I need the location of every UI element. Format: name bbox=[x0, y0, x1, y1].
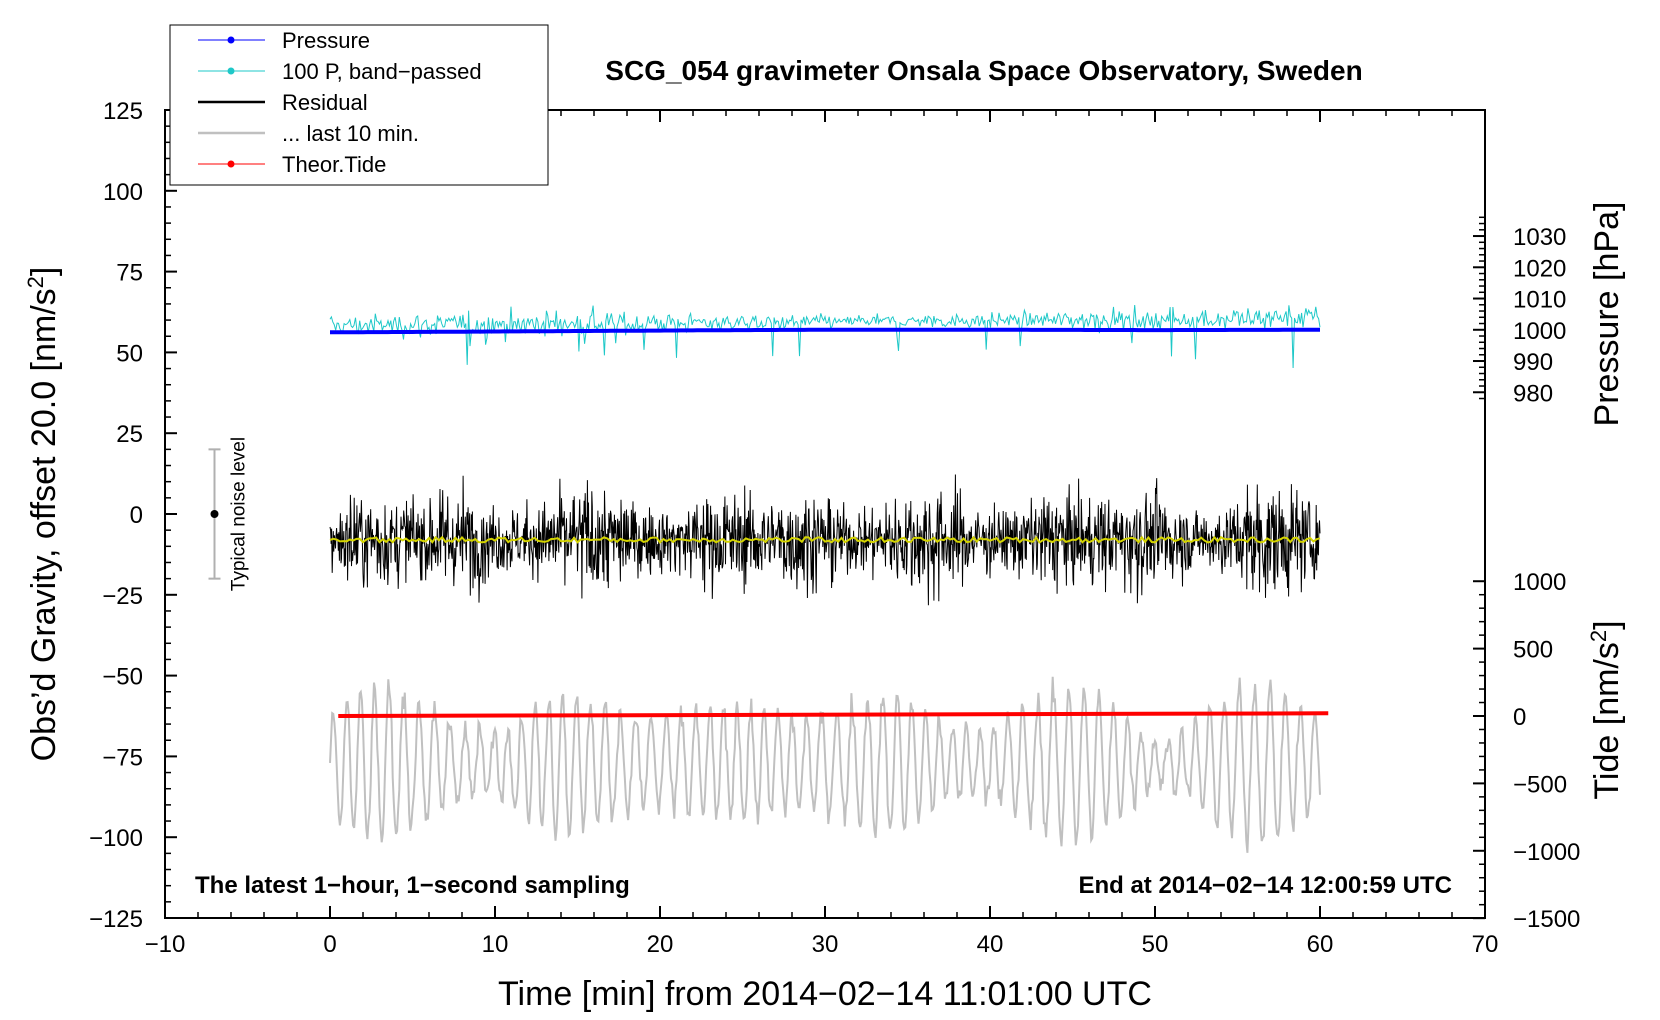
tide-tick-label: 1000 bbox=[1513, 569, 1566, 596]
noise-bar-label: Typical noise level bbox=[229, 437, 250, 591]
tide-tick-label: 500 bbox=[1513, 637, 1553, 664]
y-axis-gravity: 125 100 75 50 25 0 −25 −50 −75 −100 −125 bbox=[89, 98, 177, 933]
x-axis: −10 0 10 20 30 40 50 60 70 bbox=[145, 110, 1499, 958]
y-tick-label: −100 bbox=[89, 825, 143, 852]
y-tick-label: 25 bbox=[116, 421, 143, 448]
pressure-tick-label: 1020 bbox=[1513, 255, 1566, 282]
annotation-right: End at 2014−02−14 12:00:59 UTC bbox=[1078, 872, 1452, 899]
y-tick-label: −50 bbox=[102, 664, 143, 691]
legend-label: 100 P, band−passed bbox=[282, 59, 482, 84]
pressure-tick-label: 1010 bbox=[1513, 287, 1566, 314]
y-axis-pressure: 1030 1020 1010 1000 990 980 bbox=[1473, 216, 1566, 407]
y-tick-label: 100 bbox=[103, 179, 143, 206]
x-axis-label: Time [min] from 2014−02−14 11:01:00 UTC bbox=[498, 975, 1152, 1013]
y-axis-label-tide: Tide [nm/s2] bbox=[1586, 620, 1626, 799]
pressure-tick-label: 1030 bbox=[1513, 224, 1566, 251]
y-axis-label-gravity: Obs’d Gravity, offset 20.0 [nm/s2] bbox=[23, 267, 63, 762]
legend-label: ... last 10 min. bbox=[282, 121, 419, 146]
chart-title: SCG_054 gravimeter Onsala Space Observat… bbox=[605, 55, 1362, 86]
series-pressure bbox=[330, 327, 1320, 335]
noise-bar: Typical noise level bbox=[208, 437, 250, 591]
legend: Pressure 100 P, band−passed Residual ... la… bbox=[169, 24, 549, 186]
tide-tick-label: −1000 bbox=[1513, 839, 1580, 866]
tide-tick-label: −1500 bbox=[1513, 906, 1580, 933]
annotation-left: The latest 1−hour, 1−second sampling bbox=[195, 872, 630, 899]
legend-label: Residual bbox=[282, 90, 368, 115]
x-tick-label: 60 bbox=[1307, 931, 1334, 958]
pressure-tick-label: 980 bbox=[1513, 380, 1553, 407]
y-axis-tide: 1000 500 0 −500 −1000 −1500 bbox=[1473, 569, 1580, 933]
x-tick-label: 40 bbox=[977, 931, 1004, 958]
x-tick-label: 10 bbox=[482, 931, 509, 958]
y-tick-label: −25 bbox=[102, 583, 143, 610]
legend-marker bbox=[227, 36, 235, 44]
legend-box bbox=[169, 24, 549, 186]
series-band-passed bbox=[329, 304, 1321, 369]
tide-tick-label: 0 bbox=[1513, 704, 1526, 731]
y-axis-label-pressure: Pressure [hPa] bbox=[1588, 202, 1626, 427]
y-tick-label: 0 bbox=[130, 502, 143, 529]
y-tick-label: 50 bbox=[116, 340, 143, 367]
y-tick-label: 125 bbox=[103, 98, 143, 125]
x-tick-label: 70 bbox=[1472, 931, 1499, 958]
series-layer bbox=[329, 304, 1329, 853]
legend-label: Pressure bbox=[282, 28, 370, 53]
noise-bar-dot bbox=[210, 510, 219, 518]
series-last-10-min bbox=[329, 676, 1321, 853]
legend-marker bbox=[227, 67, 235, 75]
legend-label: Theor.Tide bbox=[282, 152, 386, 177]
y-tick-label: 75 bbox=[116, 260, 143, 287]
pressure-tick-label: 1000 bbox=[1513, 318, 1566, 345]
x-tick-label: −10 bbox=[145, 931, 186, 958]
pressure-tick-label: 990 bbox=[1513, 349, 1553, 376]
x-tick-label: 50 bbox=[1142, 931, 1169, 958]
series-theor-tide bbox=[338, 711, 1329, 718]
legend-marker bbox=[227, 160, 235, 168]
x-tick-label: 20 bbox=[647, 931, 674, 958]
x-tick-label: 0 bbox=[323, 931, 336, 958]
tide-tick-label: −500 bbox=[1513, 771, 1567, 798]
series-smoothed-residual bbox=[329, 535, 1321, 544]
y-tick-label: −75 bbox=[102, 744, 143, 771]
x-tick-label: 30 bbox=[812, 931, 839, 958]
plot-frame bbox=[164, 109, 1486, 919]
y-tick-label: −125 bbox=[89, 906, 143, 933]
